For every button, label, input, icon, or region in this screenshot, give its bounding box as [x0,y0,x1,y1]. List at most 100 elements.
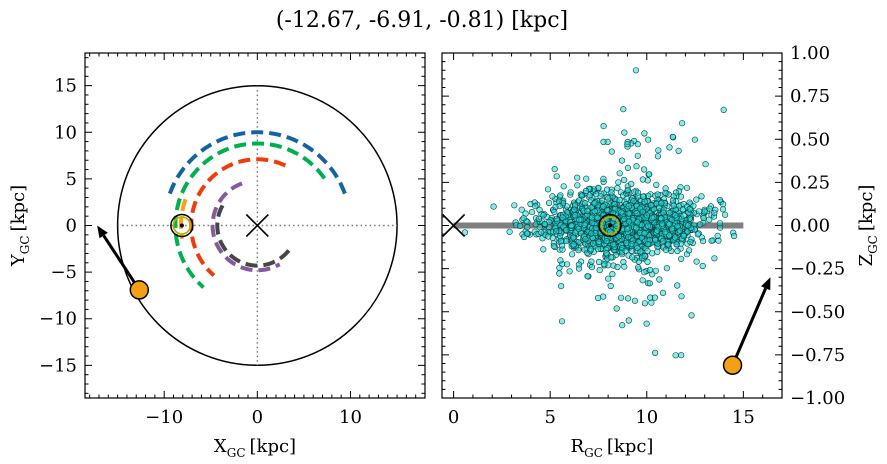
top-down-frame [84,52,426,399]
star-point [572,212,579,219]
star-point [708,237,715,244]
star-point [670,193,677,200]
side-view-y-tick-label: 0.75 [790,86,830,107]
star-point [608,148,615,155]
star-point [609,271,616,278]
star-point [662,229,669,236]
side-view-object-marker [722,355,743,375]
star-point [674,247,681,255]
star-point [686,215,694,222]
star-point [641,253,648,260]
side-view-ticks: 0 5 10 15 −1.00 −0.75 −0.50 −0.25 0.00 0.25 0.50 0.… [442,43,845,428]
star-point [586,192,593,199]
star-point [614,263,621,271]
top-down-y-tick-label: −5 [50,262,77,283]
star-point [549,193,556,200]
star-point [605,195,612,202]
star-point [656,276,663,283]
star-point [669,133,676,140]
star-point [655,147,662,154]
star-point [601,261,608,268]
star-point [625,210,632,217]
star-point [677,255,685,263]
star-point [583,175,590,182]
star-point [643,320,650,327]
star-point [641,230,648,237]
side-view-plot-area [442,67,771,375]
star-point [557,257,564,264]
star-point [622,247,629,254]
star-point [584,273,591,280]
star-point [700,215,707,222]
star-point [665,241,672,248]
star-point [719,201,727,208]
star-point [658,215,665,222]
top-down-y-axis-label: YGC[kpc] [8,185,32,267]
star-point [673,241,680,248]
star-point [591,200,598,207]
star-point [662,189,669,196]
side-view-sun-dot [608,223,613,228]
star-point [625,317,632,324]
star-point [672,234,679,241]
star-point [706,216,713,223]
star-point [644,136,652,143]
star-point [557,238,564,245]
star-point [625,203,632,210]
star-point [518,206,525,213]
star-point [607,282,614,290]
top-down-sun-outer-ring [170,213,194,238]
star-point [676,227,684,234]
star-point [556,203,563,210]
star-point [648,299,655,306]
side-view-sun-outer-ring [598,213,622,238]
top-down-object-marker [129,280,150,300]
side-view-y-tick-label: −1.00 [790,388,845,409]
star-point [624,141,631,148]
star-point [641,300,649,307]
star-point [589,219,596,226]
star-point [582,236,589,243]
top-down-y-tick-label: 10 [54,122,77,143]
side-view-y-tick-label: 0.50 [790,129,830,150]
star-point [600,203,607,210]
star-point [660,237,667,245]
star-point [624,295,632,302]
star-point [698,193,705,200]
star-scatter [461,67,738,359]
star-point [629,254,636,261]
star-point [552,228,560,235]
star-point [687,238,694,245]
star-point [672,352,679,359]
star-point [556,270,563,277]
side-view-x-tick-label: 10 [635,407,658,428]
star-point [647,202,655,209]
star-point [634,141,641,148]
top-down-x-tick-label: 10 [339,407,362,428]
star-point [620,176,628,184]
spiral-arm-dark [215,204,294,268]
star-point [541,220,548,227]
star-point [615,179,622,186]
top-down-velocity-arrow [102,234,141,291]
star-point [571,206,578,213]
star-point [596,267,603,274]
side-view-y-tick-label: −0.25 [790,259,845,280]
star-point [639,208,646,215]
star-point [550,243,557,250]
star-point [506,228,513,235]
star-point [652,237,659,244]
side-view-y-tick-label: 1.00 [790,43,830,64]
top-down-ticks: −10 0 10 −15 −10 −5 0 5 10 15 [39,53,426,428]
top-down-plot-area [97,85,398,366]
side-view-velocity-arrow [731,287,768,366]
star-point [559,246,566,253]
star-point [538,229,545,236]
top-down-y-tick-label: 15 [54,76,77,97]
top-down-y-tick-label: −15 [39,355,77,376]
star-point [678,293,685,300]
top-down-sun-dot [179,223,184,228]
star-point [568,251,576,258]
star-point [520,215,527,222]
star-point [680,232,687,240]
